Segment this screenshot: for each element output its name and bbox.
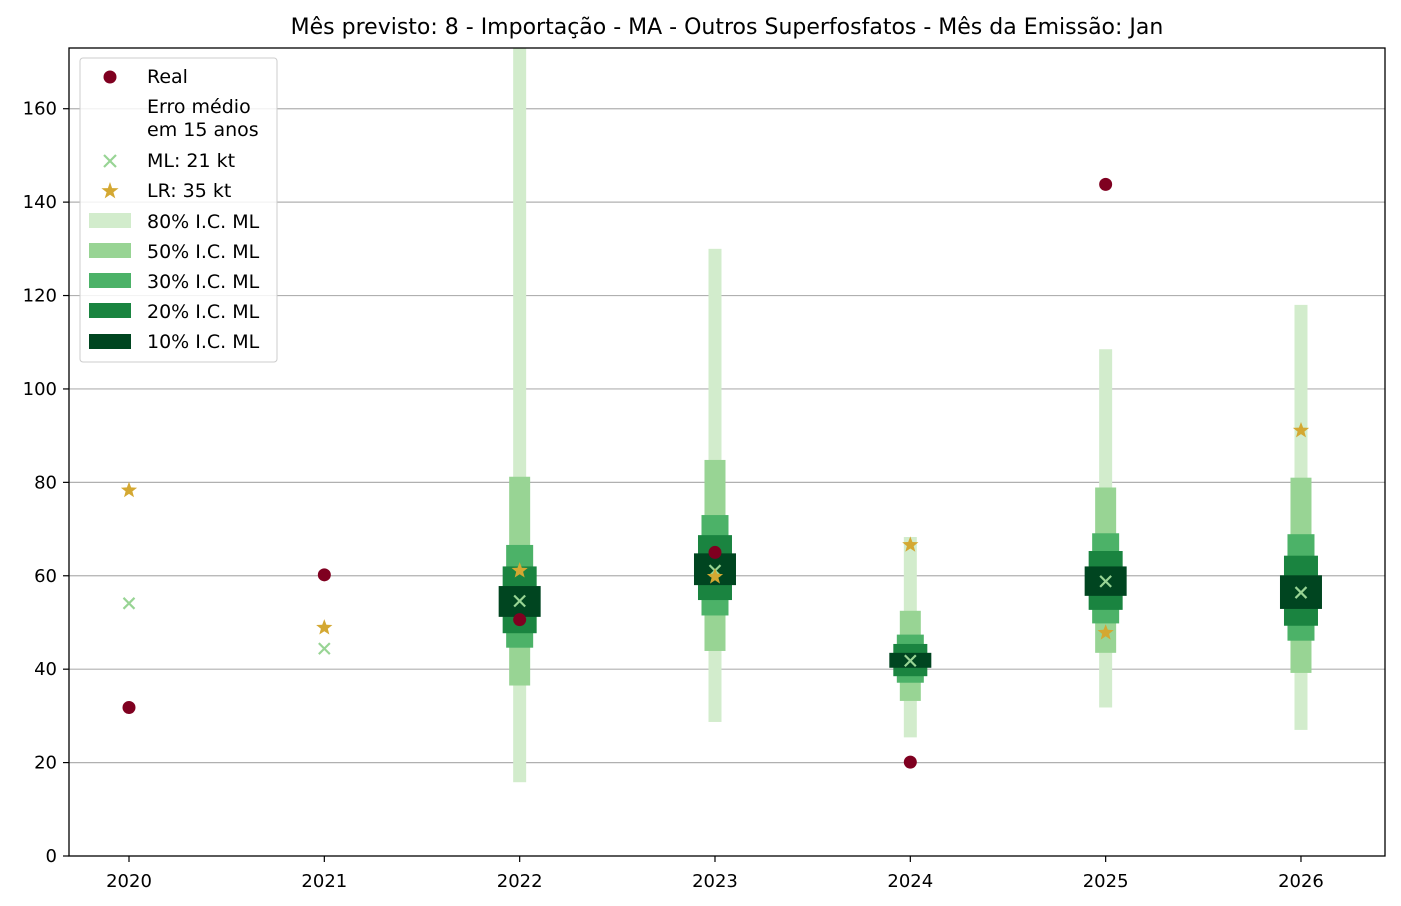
y-tick-label: 140 — [23, 192, 57, 213]
legend-ci10-label: 10% I.C. ML — [147, 331, 260, 353]
legend-ci10-swatch — [89, 334, 131, 349]
y-tick-label: 120 — [23, 286, 57, 307]
x-tick-label: 2025 — [1083, 871, 1129, 892]
legend-ci20-label: 20% I.C. ML — [147, 301, 260, 323]
ml-point-2026 — [1294, 586, 1308, 599]
legend-real-label: Real — [147, 66, 188, 88]
legend-ci20-swatch — [89, 303, 131, 318]
lr-point-2020 — [120, 481, 138, 498]
data-points — [120, 177, 1310, 769]
y-tick-label: 80 — [34, 472, 57, 493]
x-tick-label: 2026 — [1278, 871, 1324, 892]
legend: Real Erro médio em 15 anos ML: 21 kt LR:… — [79, 57, 278, 363]
lr-point-2023 — [706, 568, 724, 584]
plot-frame — [68, 47, 1386, 857]
legend-ml-label: ML: 21 kt — [147, 150, 235, 172]
legend-error-label-line1: Erro médio — [147, 96, 251, 118]
legend-ci50-swatch — [89, 243, 131, 258]
legend-ci80-swatch — [89, 213, 131, 228]
x-tick-label: 2020 — [106, 871, 152, 892]
y-tick-label: 160 — [23, 99, 57, 120]
lr-point-2022 — [511, 562, 528, 578]
y-tick-label: 20 — [34, 753, 57, 774]
y-tick-label: 0 — [46, 846, 57, 867]
legend-error-label-line2: em 15 anos — [147, 119, 259, 141]
ml-point-stroke — [1294, 586, 1308, 599]
ml-point-2022 — [513, 594, 526, 608]
axes: 0 20 40 60 80 100 120 140 160 2020 2021 2022 2023 202… — [23, 99, 1324, 892]
legend-lr-marker — [101, 182, 119, 199]
ml-point-stroke — [904, 654, 917, 668]
lr-point-2026 — [1292, 422, 1310, 438]
legend-real-marker — [103, 70, 117, 84]
ml-point-2025 — [1099, 575, 1112, 588]
real-point-2024 — [903, 755, 917, 769]
y-tick-label: 40 — [34, 659, 57, 680]
ml-point-stroke — [122, 597, 136, 610]
ml-point-stroke — [513, 594, 526, 608]
x-tick-label: 2022 — [497, 871, 543, 892]
lr-point-2025 — [1097, 624, 1114, 640]
ml-point-stroke — [318, 642, 331, 655]
y-tick-label: 60 — [34, 566, 57, 587]
x-tick-label: 2021 — [301, 871, 347, 892]
x-tick-label: 2023 — [692, 871, 738, 892]
real-point-2025 — [1099, 177, 1113, 191]
y-tick-label: 100 — [23, 379, 57, 400]
ml-point-stroke — [1099, 575, 1112, 588]
lr-point-2021 — [316, 619, 333, 635]
legend-lr-label: LR: 35 kt — [147, 180, 231, 202]
real-point-2023 — [708, 545, 722, 559]
ml-point-2021 — [318, 642, 331, 655]
real-point-2021 — [317, 568, 331, 582]
real-point-2020 — [122, 700, 136, 714]
ml-point-2024 — [904, 654, 917, 668]
legend-ci50-label: 50% I.C. ML — [147, 241, 260, 263]
ml-point-2020 — [122, 597, 136, 610]
legend-ci80-label: 80% I.C. ML — [147, 211, 260, 233]
x-tick-label: 2024 — [887, 871, 933, 892]
lr-point-2024 — [902, 536, 919, 552]
legend-ci30-swatch — [89, 273, 131, 288]
legend-ci30-label: 30% I.C. ML — [147, 271, 260, 293]
chart-title: Mês previsto: 8 - Importação - MA - Outr… — [291, 15, 1164, 40]
real-point-2022 — [513, 613, 527, 627]
legend-ml-marker — [103, 154, 117, 168]
